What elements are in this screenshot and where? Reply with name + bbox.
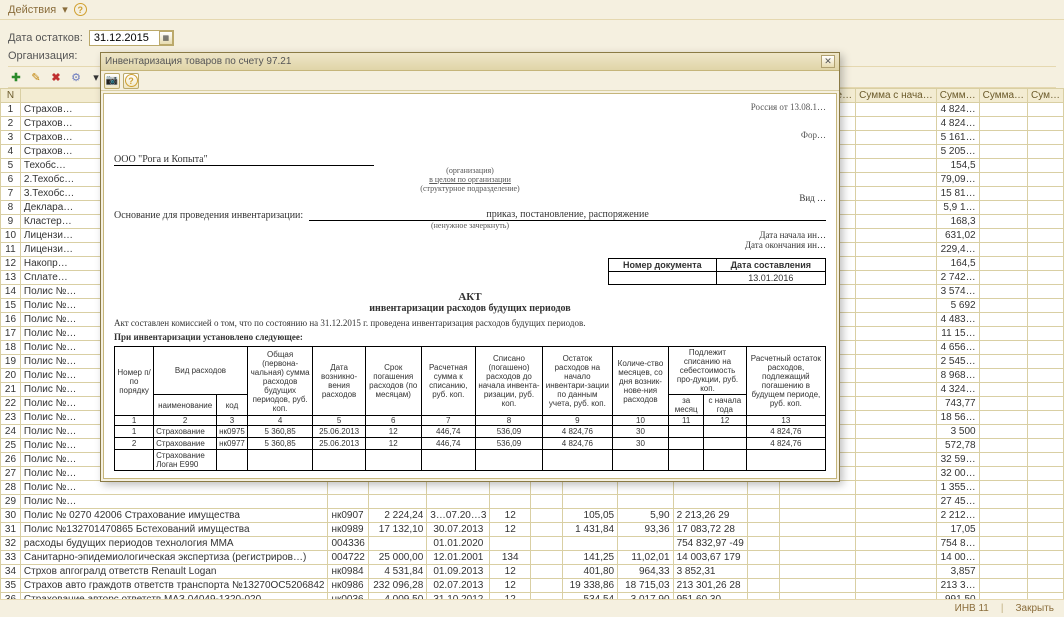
act-title: АКТ [114, 291, 826, 303]
help-icon[interactable]: ? [74, 3, 87, 16]
doc-org-note: (организация) [114, 166, 826, 175]
rt-colnum: 11 [669, 416, 704, 426]
add-icon[interactable]: ✚ [8, 69, 24, 85]
rt-h-10: Подлежит списанию на себестоимость про-д… [669, 347, 746, 395]
rt-h-2g: Вид расходов [154, 347, 248, 395]
status-sep: | [1001, 603, 1004, 614]
rt-h-4: Дата возникно-вения расходов [313, 347, 365, 416]
grid-header[interactable]: Сум… [1028, 89, 1064, 103]
help-icon[interactable]: ? [123, 73, 139, 89]
window-title: Инвентаризация товаров по счету 97.21 [105, 56, 291, 67]
rt-colnum: 10 [612, 416, 669, 426]
report-table: Номер п/по порядку Вид расходов Общая (п… [114, 346, 826, 471]
grid-header[interactable]: Сумма с нача… [856, 89, 937, 103]
status-inv[interactable]: ИНВ 11 [955, 603, 989, 614]
rt-colnum: 2 [154, 416, 217, 426]
rt-h-9a: за месяц [669, 395, 704, 416]
report-row: 1Страхованиенк09755 360,8525.06.20131244… [115, 426, 826, 438]
act-paragraph-1: Акт составлен комиссией о том, что по со… [114, 318, 826, 328]
table-row[interactable]: 34Стрхов апгогралд ответств Renault Loga… [1, 565, 1064, 579]
org-label: Организация: [8, 50, 77, 62]
menu-actions[interactable]: Действия [8, 4, 56, 16]
doc-organization: ООО "Рога и Копыта" [114, 154, 374, 166]
table-row[interactable]: 35Страхов авто граждотв ответств транспо… [1, 579, 1064, 593]
numdate-h2: Дата составления [716, 259, 825, 272]
rt-colnum: 1 [115, 416, 154, 426]
rt-h-3: Общая (первона-чальная) сумма расходов б… [247, 347, 313, 416]
rt-colnum: 12 [703, 416, 746, 426]
rt-colnum: 5 [313, 416, 365, 426]
doc-date-end: Дата окончания ин… [114, 240, 826, 250]
table-row[interactable]: 33Санитарно-эпидемиологическая экспертиз… [1, 551, 1064, 565]
window-toolbar: 📷 ? [101, 71, 839, 91]
numdate-v2: 13.01.2016 [716, 272, 825, 285]
report-document[interactable]: Россия от 13.08.1… Фор… ООО "Рога и Копы… [103, 93, 837, 479]
grid-header[interactable]: Сумма… [979, 89, 1027, 103]
rt-h-6: Расчетная сумма к списанию, руб. коп. [421, 347, 475, 416]
numdate-v1 [608, 272, 716, 285]
table-row[interactable]: 28Полис №…1 355… [1, 481, 1064, 495]
menubar: Действия ▾ ? [0, 0, 1064, 20]
rt-h-9: Количе-ство месяцев, со дня возник-нове-… [612, 347, 669, 416]
rt-h-2a: наименование [154, 395, 217, 416]
rt-colnum: 9 [543, 416, 613, 426]
grid-header[interactable]: N [1, 89, 21, 103]
date-label: Дата остатков: [8, 32, 83, 44]
report-row: Страхование Логан Е990 [115, 450, 826, 471]
rt-colnum: 8 [475, 416, 542, 426]
report-row: 2Страхованиенк09775 360,8525.06.20131244… [115, 438, 826, 450]
table-row[interactable]: 31Полис №132701470865 Бстехований имущес… [1, 523, 1064, 537]
rt-h-5: Срок погашения расходов (по месяцам) [365, 347, 421, 416]
close-icon[interactable]: ✕ [821, 55, 835, 68]
window-titlebar[interactable]: Инвентаризация товаров по счету 97.21 ✕ [101, 53, 839, 71]
rt-h-8: Остаток расходов на начало инвентари-зац… [543, 347, 613, 416]
rt-colnum: 13 [746, 416, 825, 426]
doc-basis-value: приказ, постановление, распоряжение [309, 209, 826, 221]
doc-header-right: Россия от 13.08.1… [114, 102, 826, 112]
rt-colnum: 6 [365, 416, 421, 426]
edit-icon[interactable]: ✎ [28, 69, 44, 85]
rt-h-9b: с начала года [703, 395, 746, 416]
table-row[interactable]: 32расходы будущих периодов технология ММ… [1, 537, 1064, 551]
delete-icon[interactable]: ✖ [48, 69, 64, 85]
doc-basis-note: (ненужное зачеркнуть) [114, 221, 826, 230]
status-close[interactable]: Закрыть [1015, 603, 1054, 614]
rt-h-1: Номер п/по порядку [115, 347, 154, 416]
statusbar: ИНВ 11 | Закрыть [0, 599, 1064, 617]
snapshot-icon[interactable]: 📷 [104, 73, 120, 89]
doc-org-note2: в целом по организации [114, 175, 826, 184]
table-row[interactable]: 30Полис № 0270 42006 Страхование имущест… [1, 509, 1064, 523]
rt-colnum: 3 [217, 416, 248, 426]
report-window: Инвентаризация товаров по счету 97.21 ✕ … [100, 52, 840, 482]
act-paragraph-2: При инвентаризации установлено следующее… [114, 332, 826, 342]
doc-right-vid: Вид … [114, 193, 826, 203]
numdate-h1: Номер документа [608, 259, 716, 272]
rt-h-7: Списано (погашено) расходов до начала ин… [475, 347, 542, 416]
doc-org-note3: (структурное подразделение) [114, 184, 826, 193]
settings-icon[interactable]: ⚙ [68, 69, 84, 85]
rt-h-2b: код [217, 395, 248, 416]
doc-date-start: Дата начала ин… [114, 230, 826, 240]
rt-h-11: Расчетный остаток расходов, подлежащий п… [746, 347, 825, 416]
rt-colnum: 7 [421, 416, 475, 426]
doc-header-right-2: Фор… [114, 130, 826, 140]
doc-basis-label: Основание для проведения инвентаризации: [114, 210, 303, 221]
grid-header[interactable]: Сумм… [936, 89, 979, 103]
table-row[interactable]: 29Полис №…27 45… [1, 495, 1064, 509]
doc-numdate-table: Номер документа Дата составления 13.01.2… [608, 258, 826, 285]
rt-colnum: 4 [247, 416, 313, 426]
act-subtitle: инвентаризации расходов будущих периодов [114, 303, 826, 314]
date-picker-icon[interactable]: ▦ [159, 31, 173, 45]
menu-actions-dropdown-icon[interactable]: ▾ [62, 3, 68, 16]
